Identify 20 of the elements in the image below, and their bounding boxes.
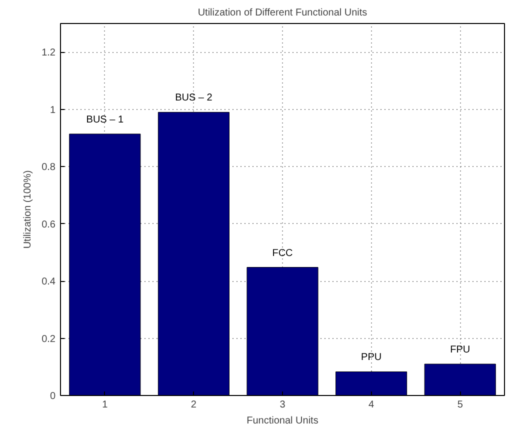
y-tick-label: 1 [50,104,56,116]
y-tick-label: 0.6 [42,219,56,230]
y-axis-title: Utilization (100%) [22,170,34,249]
y-tick-label: 1.2 [42,48,56,59]
y-tick-label: 0.2 [42,334,56,345]
y-tick-label: 0.8 [42,162,56,174]
x-tick-label: 5 [457,400,464,410]
x-tick-label: 4 [368,400,375,410]
x-axis-title: Functional Units [246,416,318,426]
annotation: BUS – 2 [175,92,213,104]
x-tick-label: 1 [102,400,108,410]
x-tick-label: 2 [190,400,197,410]
annotation: PPU [361,352,382,364]
y-tick-label: 0.4 [42,276,56,288]
annotation: BUS – 1 [86,114,124,126]
y-tick-label: 0 [50,391,56,402]
chart-title: Utilization of Different Functional Units [198,8,368,18]
x-tick-label: 3 [280,400,286,410]
annotation: FCC [272,248,293,259]
annotation: FPU [450,344,470,356]
